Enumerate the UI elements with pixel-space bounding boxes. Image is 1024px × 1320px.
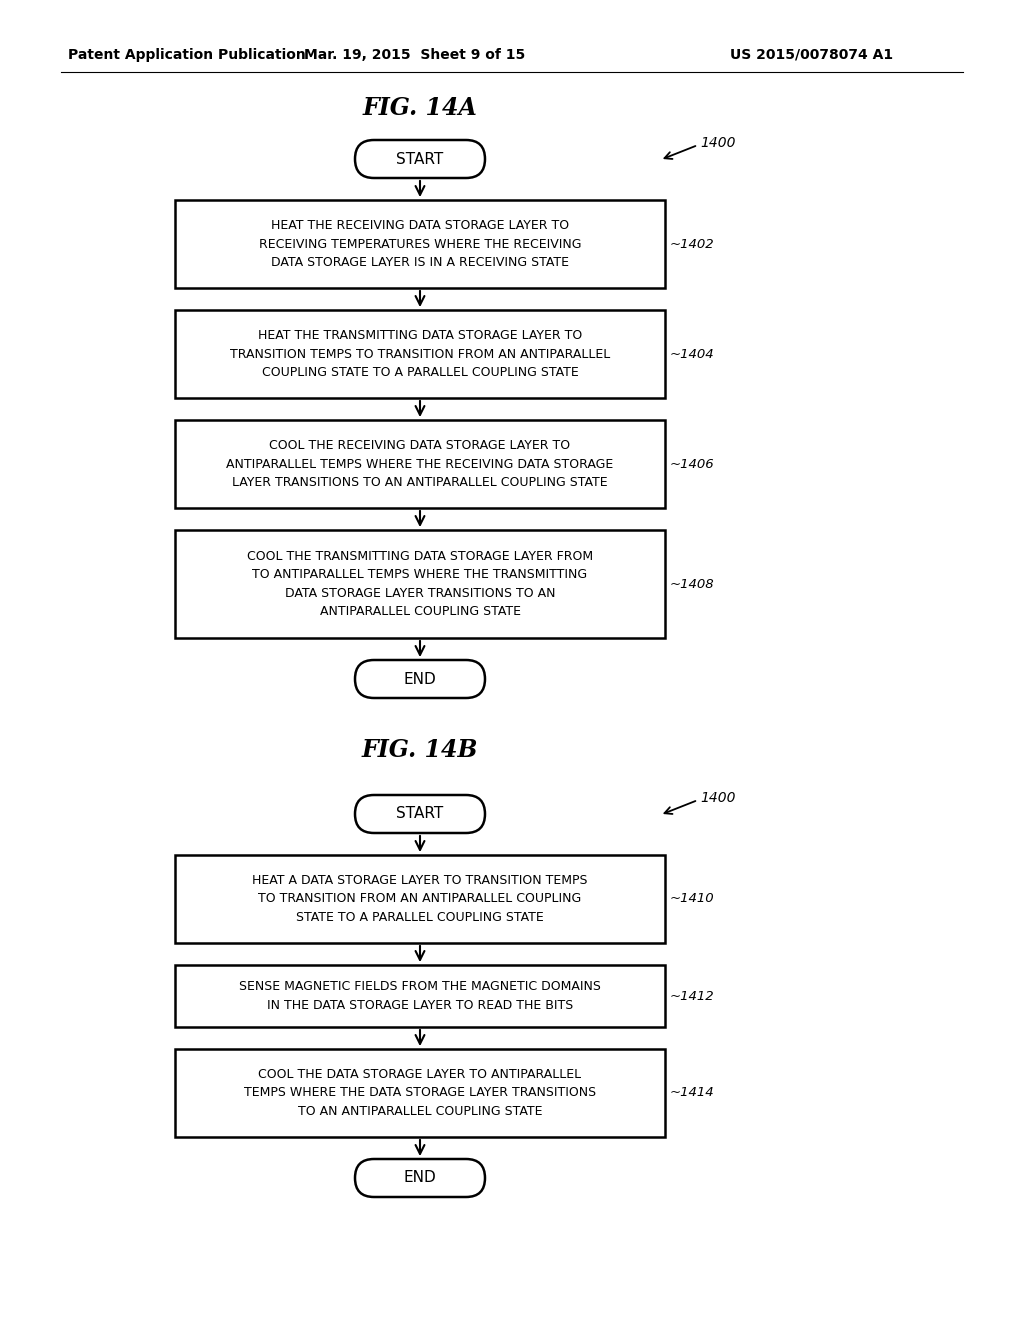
Text: HEAT A DATA STORAGE LAYER TO TRANSITION TEMPS
TO TRANSITION FROM AN ANTIPARALLEL: HEAT A DATA STORAGE LAYER TO TRANSITION … <box>252 874 588 924</box>
Text: 1400: 1400 <box>700 791 735 805</box>
Bar <box>175 1049 665 1137</box>
Text: FIG. 14B: FIG. 14B <box>361 738 478 762</box>
Text: US 2015/0078074 A1: US 2015/0078074 A1 <box>730 48 893 62</box>
Text: HEAT THE TRANSMITTING DATA STORAGE LAYER TO
TRANSITION TEMPS TO TRANSITION FROM : HEAT THE TRANSMITTING DATA STORAGE LAYER… <box>229 329 610 379</box>
FancyBboxPatch shape <box>355 1159 485 1197</box>
Bar <box>175 420 665 508</box>
Text: END: END <box>403 1171 436 1185</box>
Bar <box>175 855 665 942</box>
Text: ~1402: ~1402 <box>670 238 715 251</box>
Text: ~1404: ~1404 <box>670 347 715 360</box>
Text: COOL THE RECEIVING DATA STORAGE LAYER TO
ANTIPARALLEL TEMPS WHERE THE RECEIVING : COOL THE RECEIVING DATA STORAGE LAYER TO… <box>226 440 613 488</box>
Bar <box>175 531 665 638</box>
Text: ~1414: ~1414 <box>670 1086 715 1100</box>
Bar <box>175 310 665 399</box>
Text: ~1406: ~1406 <box>670 458 715 470</box>
FancyBboxPatch shape <box>355 140 485 178</box>
Text: ~1412: ~1412 <box>670 990 715 1002</box>
Text: 1400: 1400 <box>700 136 735 150</box>
FancyBboxPatch shape <box>355 660 485 698</box>
Text: FIG. 14A: FIG. 14A <box>362 96 477 120</box>
Text: ~1410: ~1410 <box>670 892 715 906</box>
Text: COOL THE DATA STORAGE LAYER TO ANTIPARALLEL
TEMPS WHERE THE DATA STORAGE LAYER T: COOL THE DATA STORAGE LAYER TO ANTIPARAL… <box>244 1068 596 1118</box>
Bar <box>175 965 665 1027</box>
Text: ~1408: ~1408 <box>670 578 715 590</box>
Text: START: START <box>396 152 443 166</box>
FancyBboxPatch shape <box>355 795 485 833</box>
Text: START: START <box>396 807 443 821</box>
Text: HEAT THE RECEIVING DATA STORAGE LAYER TO
RECEIVING TEMPERATURES WHERE THE RECEIV: HEAT THE RECEIVING DATA STORAGE LAYER TO… <box>259 219 582 269</box>
Bar <box>175 201 665 288</box>
Text: SENSE MAGNETIC FIELDS FROM THE MAGNETIC DOMAINS
IN THE DATA STORAGE LAYER TO REA: SENSE MAGNETIC FIELDS FROM THE MAGNETIC … <box>239 981 601 1011</box>
Text: Patent Application Publication: Patent Application Publication <box>68 48 306 62</box>
Text: Mar. 19, 2015  Sheet 9 of 15: Mar. 19, 2015 Sheet 9 of 15 <box>304 48 525 62</box>
Text: COOL THE TRANSMITTING DATA STORAGE LAYER FROM
TO ANTIPARALLEL TEMPS WHERE THE TR: COOL THE TRANSMITTING DATA STORAGE LAYER… <box>247 549 593 618</box>
Text: END: END <box>403 672 436 686</box>
